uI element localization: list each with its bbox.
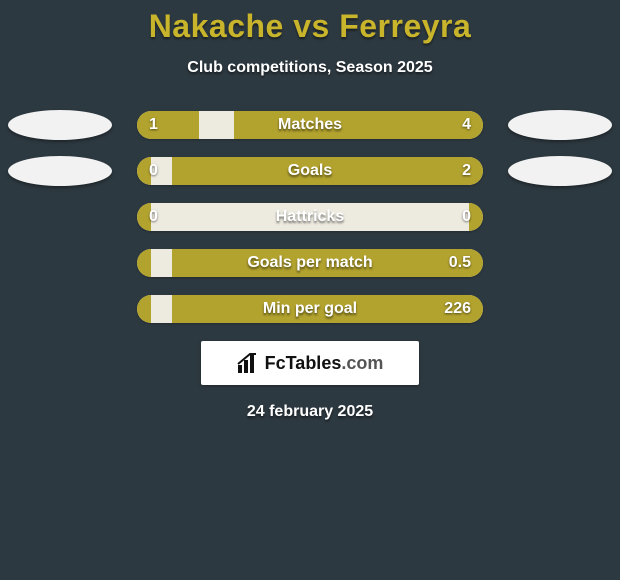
- bar-track: 0.5Goals per match: [137, 249, 483, 277]
- bar-track: 14Matches: [137, 111, 483, 139]
- comparison-chart: 14Matches02Goals00Hattricks0.5Goals per …: [0, 111, 620, 323]
- value-right: 4: [462, 111, 471, 139]
- bar-right: [172, 295, 483, 323]
- value-left: 0: [149, 157, 158, 185]
- metric-label: Hattricks: [137, 203, 483, 231]
- bar-track: 0 0Hattricks: [137, 203, 483, 231]
- value-right: 2: [462, 157, 471, 185]
- bar-track: 02Goals: [137, 157, 483, 185]
- branding-text: FcTables.com: [265, 353, 384, 374]
- player-badge-left: [8, 110, 112, 140]
- page-title: Nakache vs Ferreyra: [0, 8, 620, 45]
- branding-logo[interactable]: FcTables.com: [201, 341, 419, 385]
- bar-right: [469, 203, 483, 231]
- value-right: 226: [444, 295, 471, 323]
- stat-row: 226Min per goal: [0, 295, 620, 323]
- bar-track: 226Min per goal: [137, 295, 483, 323]
- value-right: 0.5: [449, 249, 471, 277]
- bar-right: [172, 157, 483, 185]
- value-right: 0: [462, 203, 471, 231]
- bar-right: [172, 249, 483, 277]
- stat-row: 0 0Hattricks: [0, 203, 620, 231]
- value-left: 1: [149, 111, 158, 139]
- branding-tld: .com: [341, 353, 383, 373]
- subtitle: Club competitions, Season 2025: [0, 59, 620, 77]
- branding-name: FcTables: [265, 353, 342, 373]
- bar-left: [137, 295, 151, 323]
- player-badge-left: [8, 156, 112, 186]
- bar-left: [137, 249, 151, 277]
- player-badge-right: [508, 110, 612, 140]
- bar-right: [234, 111, 483, 139]
- stats-comparison-card: Nakache vs Ferreyra Club competitions, S…: [0, 0, 620, 580]
- stat-row: 14Matches: [0, 111, 620, 139]
- footer-date: 24 february 2025: [0, 403, 620, 421]
- bar-chart-icon: [237, 353, 259, 373]
- bar-left: [137, 111, 199, 139]
- player-badge-right: [508, 156, 612, 186]
- value-left: 0: [149, 203, 158, 231]
- stat-row: 02Goals: [0, 157, 620, 185]
- stat-row: 0.5Goals per match: [0, 249, 620, 277]
